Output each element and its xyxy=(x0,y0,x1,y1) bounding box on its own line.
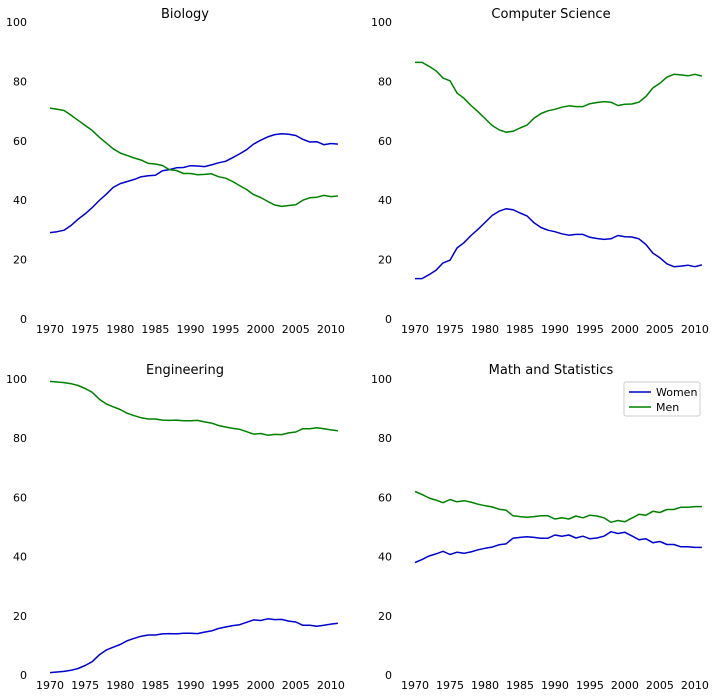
y-tick-label: 80 xyxy=(378,75,392,88)
x-tick-label: 1975 xyxy=(71,679,99,692)
x-tick-label: 1980 xyxy=(471,323,499,336)
x-tick-label: 1980 xyxy=(471,679,499,692)
y-tick-label: 80 xyxy=(13,432,27,445)
x-tick-label: 1975 xyxy=(71,323,99,336)
series-line-women xyxy=(49,132,338,234)
y-tick-label: 0 xyxy=(385,669,392,682)
x-tick-label: 1970 xyxy=(401,679,429,692)
y-tick-label: 100 xyxy=(6,16,27,29)
x-tick-label: 1990 xyxy=(541,679,569,692)
x-tick-label: 1995 xyxy=(212,323,240,336)
x-tick-label: 1985 xyxy=(506,679,534,692)
series-line-men xyxy=(49,107,338,208)
x-tick-label: 1970 xyxy=(401,323,429,336)
y-tick-label: 100 xyxy=(371,373,392,386)
x-tick-label: 2005 xyxy=(646,679,674,692)
x-tick-label: 2010 xyxy=(317,679,345,692)
y-tick-label: 40 xyxy=(13,551,27,564)
x-tick-label: 1985 xyxy=(141,323,169,336)
panel-title: Engineering xyxy=(146,363,224,378)
x-tick-label: 1985 xyxy=(141,679,169,692)
y-tick-label: 60 xyxy=(13,491,27,504)
x-tick-label: 1970 xyxy=(36,323,64,336)
panel-math-and-statistics: Math and Statistics 0 20 40 60 80 100 1970 1975… xyxy=(371,363,709,692)
series-line-men xyxy=(414,490,702,524)
y-tick-label: 40 xyxy=(378,551,392,564)
series-line-men xyxy=(415,61,703,133)
x-tick-label: 1980 xyxy=(106,323,134,336)
x-tick-label: 2000 xyxy=(247,679,275,692)
y-tick-label: 60 xyxy=(378,135,392,148)
y-tick-label: 60 xyxy=(13,135,27,148)
y-tick-label: 20 xyxy=(378,254,392,267)
y-tick-label: 40 xyxy=(378,194,392,207)
panel-engineering: Engineering 0 20 40 60 80 100 1970 1975 1980 1985… xyxy=(6,363,345,692)
x-tick-label: 1975 xyxy=(436,323,464,336)
x-tick-label: 2010 xyxy=(681,323,709,336)
panel-title: Math and Statistics xyxy=(489,363,614,378)
series-line-women xyxy=(415,208,703,280)
panel-computer-science: Computer Science 0 20 40 60 80 100 1970 1975 198… xyxy=(371,7,709,336)
y-tick-label: 0 xyxy=(20,669,27,682)
y-tick-label: 20 xyxy=(378,610,392,623)
x-tick-label: 2010 xyxy=(681,679,709,692)
y-tick-label: 0 xyxy=(385,313,392,326)
x-tick-label: 1995 xyxy=(576,679,604,692)
x-tick-label: 1990 xyxy=(176,323,204,336)
x-tick-label: 1975 xyxy=(436,679,464,692)
x-tick-label: 2005 xyxy=(282,679,310,692)
y-tick-label: 80 xyxy=(378,432,392,445)
x-tick-label: 2010 xyxy=(317,323,345,336)
x-tick-label: 1990 xyxy=(541,323,569,336)
y-tick-label: 40 xyxy=(13,194,27,207)
x-tick-label: 1995 xyxy=(212,679,240,692)
x-tick-label: 2005 xyxy=(282,323,310,336)
x-tick-label: 2000 xyxy=(247,323,275,336)
legend: Women Men xyxy=(623,381,701,417)
x-tick-label: 1990 xyxy=(176,679,204,692)
y-tick-label: 100 xyxy=(6,373,27,386)
x-tick-label: 2000 xyxy=(611,323,639,336)
y-tick-label: 0 xyxy=(20,313,27,326)
y-tick-label: 20 xyxy=(13,610,27,623)
x-tick-label: 1980 xyxy=(106,679,134,692)
y-tick-label: 60 xyxy=(378,491,392,504)
series-line-women xyxy=(49,618,338,674)
y-tick-label: 20 xyxy=(13,254,27,267)
x-tick-label: 1970 xyxy=(36,679,64,692)
series-line-women xyxy=(414,530,702,564)
y-tick-label: 100 xyxy=(371,16,392,29)
x-tick-label: 2005 xyxy=(646,323,674,336)
legend-label-men: Men xyxy=(656,401,679,414)
legend-label-women: Women xyxy=(656,386,697,399)
panel-biology: Biology 0 20 40 60 80 100 1970 1975 1980 1985 1990… xyxy=(6,7,345,336)
panel-title: Computer Science xyxy=(491,7,610,22)
panel-title: Biology xyxy=(161,7,209,22)
x-tick-label: 1985 xyxy=(506,323,534,336)
series-line-men xyxy=(49,380,338,436)
x-tick-label: 2000 xyxy=(611,679,639,692)
y-tick-label: 80 xyxy=(13,75,27,88)
x-tick-label: 1995 xyxy=(576,323,604,336)
